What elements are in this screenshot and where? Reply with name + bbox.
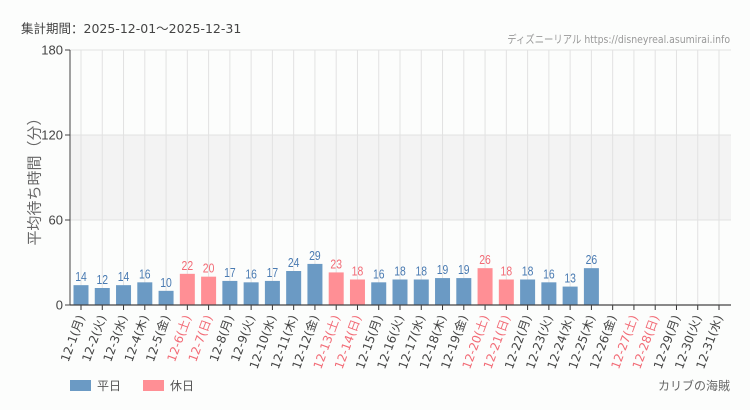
attraction-name: カリブの海賊 <box>657 379 730 393</box>
bar-value-label: 26 <box>479 253 491 267</box>
bar[interactable] <box>456 278 472 305</box>
bar[interactable] <box>520 279 536 306</box>
bar-value-label: 14 <box>118 270 130 284</box>
y-tick-label: 0 <box>56 298 63 313</box>
y-tick-label: 180 <box>41 43 63 58</box>
bar-value-label: 22 <box>182 259 194 273</box>
bar[interactable] <box>137 282 153 305</box>
bar-value-label: 16 <box>245 267 257 281</box>
bar-value-label: 16 <box>373 267 385 281</box>
bar[interactable] <box>286 271 302 305</box>
legend-label-holiday: 休日 <box>170 379 195 393</box>
bar[interactable] <box>158 290 174 305</box>
bar-value-label: 19 <box>437 263 449 277</box>
bar[interactable] <box>116 285 132 305</box>
bar-value-label: 16 <box>543 267 555 281</box>
weekday-swatch <box>70 380 91 391</box>
bar-value-label: 20 <box>203 262 215 276</box>
site-credit: ディズニーリアル https://disneyreal.asumirai.inf… <box>507 33 730 46</box>
bar-value-label: 18 <box>501 264 513 278</box>
bar-value-label: 18 <box>352 264 364 278</box>
bar[interactable] <box>222 280 238 305</box>
legend: 平日 休日 <box>70 377 216 394</box>
bar[interactable] <box>94 288 110 305</box>
bar[interactable] <box>201 276 217 305</box>
bar-value-label: 19 <box>458 263 470 277</box>
legend-label-weekday: 平日 <box>97 379 122 393</box>
bar[interactable] <box>349 279 365 306</box>
bar[interactable] <box>179 273 195 305</box>
bar[interactable] <box>498 279 514 306</box>
bar-value-label: 18 <box>522 264 534 278</box>
bar[interactable] <box>307 263 323 305</box>
bar[interactable] <box>435 278 451 305</box>
y-tick-label: 60 <box>49 213 63 228</box>
bar[interactable] <box>583 268 599 305</box>
bar-value-label: 14 <box>75 270 87 284</box>
bar-value-label: 23 <box>330 257 342 271</box>
holiday-swatch <box>143 380 165 391</box>
bar-value-label: 29 <box>309 249 321 263</box>
legend-item-weekday: 平日 <box>70 377 121 394</box>
bar-value-label: 12 <box>96 273 108 287</box>
bar-value-label: 26 <box>586 253 598 267</box>
aggregation-period: 集計期間：2025-12-01～2025-12-31 <box>21 21 242 36</box>
bar[interactable] <box>328 272 344 305</box>
bar[interactable] <box>477 268 493 305</box>
legend-item-holiday: 休日 <box>143 377 194 394</box>
bar[interactable] <box>413 279 429 306</box>
bar-value-label: 10 <box>160 276 172 290</box>
bar[interactable] <box>541 282 557 305</box>
bar-value-label: 17 <box>224 266 236 280</box>
bar-value-label: 18 <box>394 264 406 278</box>
bar[interactable] <box>371 282 387 305</box>
y-tick-label: 120 <box>41 128 63 143</box>
bar[interactable] <box>264 280 280 305</box>
bar-value-label: 17 <box>267 266 279 280</box>
bar-value-label: 13 <box>564 272 576 286</box>
bar-value-label: 16 <box>139 267 151 281</box>
bar[interactable] <box>243 282 259 305</box>
bar[interactable] <box>73 285 89 305</box>
bar[interactable] <box>392 279 408 306</box>
bar[interactable] <box>562 286 578 305</box>
bar-value-label: 24 <box>288 256 300 270</box>
bar-value-label: 18 <box>415 264 427 278</box>
